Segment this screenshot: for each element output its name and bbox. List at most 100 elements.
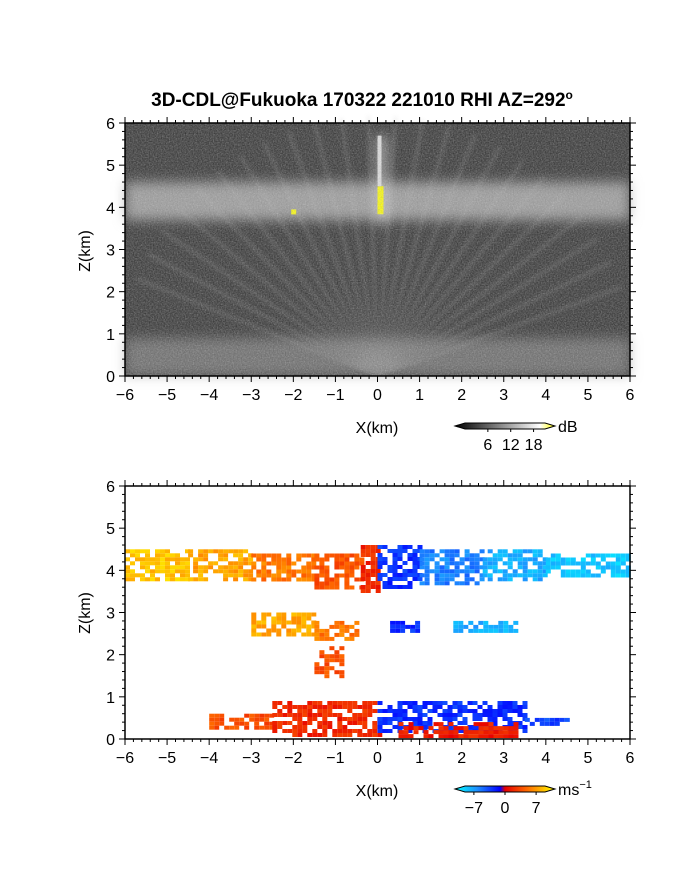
velocity-cell	[498, 620, 504, 625]
velocity-cell	[387, 729, 393, 733]
velocity-cell	[469, 557, 475, 562]
velocity-cell	[324, 573, 330, 578]
velocity-cell	[370, 581, 376, 585]
velocity-cell	[155, 577, 160, 582]
velocity-cell	[213, 549, 219, 554]
velocity-cell	[297, 721, 303, 725]
velocity-cell	[397, 573, 403, 577]
velocity-cell	[479, 577, 485, 582]
velocity-cell	[517, 561, 523, 566]
velocity-cell	[402, 561, 408, 565]
velocity-cell	[468, 734, 474, 739]
velocity-cell	[462, 709, 468, 713]
velocity-cell	[625, 573, 631, 578]
velocity-cell	[301, 569, 307, 574]
velocity-cell	[539, 721, 545, 726]
velocity-cell	[513, 734, 519, 739]
velocity-cell	[286, 577, 292, 582]
velocity-cell	[324, 577, 330, 582]
velocity-cell	[447, 705, 453, 709]
velocity-cell	[417, 717, 423, 721]
velocity-region-17	[398, 722, 519, 739]
velocity-cell	[243, 577, 249, 582]
velocity-cell	[462, 721, 468, 725]
velocity-cell	[170, 573, 175, 578]
velocity-cell	[286, 628, 292, 633]
velocity-cell	[550, 565, 556, 570]
velocity-cell	[150, 577, 155, 582]
velocity-cell	[474, 569, 480, 574]
velocity-cell	[419, 573, 425, 578]
velocity-cell	[454, 581, 460, 586]
velocity-cell	[522, 565, 528, 570]
velocity-cell	[297, 717, 303, 721]
velocity-cell	[155, 549, 160, 554]
velocity-cell	[334, 557, 340, 562]
velocity-cell	[228, 561, 234, 566]
velocity-cell	[444, 561, 450, 566]
velocity-cell	[625, 553, 631, 558]
velocity-cell	[125, 569, 130, 574]
velocity-cell	[412, 709, 418, 713]
velocity-cell	[276, 557, 282, 562]
velocity-cell	[498, 730, 504, 735]
velocity-cell	[277, 709, 283, 713]
velocity-cell	[417, 713, 423, 717]
velocity-cell	[397, 585, 403, 589]
velocity-cell	[287, 705, 293, 709]
velocity-cell	[428, 726, 434, 731]
velocity-cell	[449, 573, 455, 578]
velocity-cell	[600, 565, 606, 570]
velocity-region-1	[188, 549, 254, 582]
velocity-cell	[334, 565, 340, 570]
velocity-cell	[382, 581, 388, 585]
velocity-cell	[277, 721, 283, 725]
velocity-cell	[322, 705, 328, 709]
top-colorbar-tick-label: 18	[525, 437, 543, 454]
velocity-cell	[349, 565, 355, 570]
velocity-cell	[522, 705, 528, 709]
velocity-cell	[314, 670, 320, 675]
velocity-cell	[327, 705, 333, 709]
velocity-cell	[459, 557, 465, 562]
velocity-cell	[233, 565, 239, 570]
velocity-cell	[482, 557, 488, 562]
velocity-cell	[395, 628, 401, 633]
velocity-cell	[296, 612, 302, 617]
velocity-cell	[286, 561, 292, 566]
velocity-cell	[590, 561, 596, 566]
velocity-cell	[344, 569, 350, 574]
velocity-cell	[354, 553, 360, 558]
velocity-cell	[234, 725, 240, 730]
velocity-cell	[281, 612, 287, 617]
velocity-cell	[292, 717, 298, 721]
velocity-cell	[387, 585, 393, 589]
velocity-cell	[135, 573, 140, 578]
velocity-cell	[324, 553, 330, 558]
velocity-cell	[482, 561, 488, 566]
velocity-cell	[565, 569, 571, 574]
velocity-cell	[286, 573, 292, 578]
velocity-cell	[570, 569, 576, 574]
velocity-cell	[324, 666, 330, 671]
velocity-cell	[444, 565, 450, 570]
velocity-cell	[392, 725, 398, 729]
velocity-cell	[214, 717, 220, 722]
velocity-cell	[497, 709, 503, 713]
velocity-cell	[314, 553, 320, 558]
velocity-cell	[271, 628, 277, 633]
velocity-cell	[424, 577, 430, 582]
velocity-cell	[392, 713, 398, 717]
velocity-cell	[170, 577, 175, 582]
velocity-cell	[314, 624, 320, 629]
velocity-cell	[522, 549, 528, 554]
velocity-cell	[600, 553, 606, 558]
velocity-cell	[615, 557, 621, 562]
velocity-cell	[362, 705, 368, 709]
velocity-cell	[251, 632, 257, 637]
velocity-cell	[324, 654, 330, 659]
velocity-cell	[437, 701, 443, 705]
velocity-cell	[193, 577, 199, 582]
velocity-cell	[125, 573, 130, 578]
velocity-cell	[334, 650, 340, 655]
